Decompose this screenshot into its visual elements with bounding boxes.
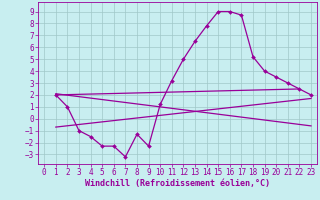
X-axis label: Windchill (Refroidissement éolien,°C): Windchill (Refroidissement éolien,°C): [85, 179, 270, 188]
